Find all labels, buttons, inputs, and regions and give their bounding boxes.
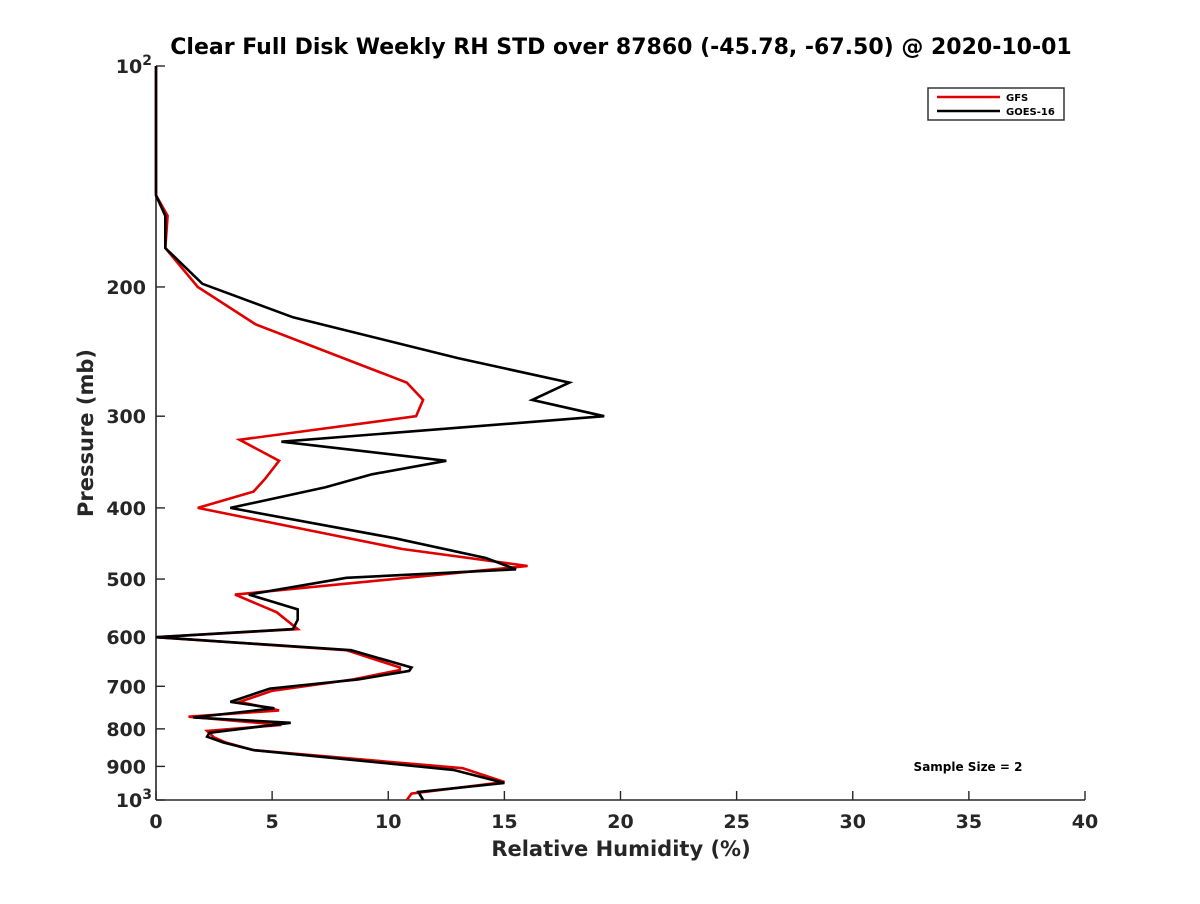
legend: GFS GOES-16	[927, 87, 1065, 121]
y-tick-label: 300	[106, 406, 146, 428]
x-tick-label: 35	[956, 811, 982, 833]
x-tick-label: 25	[723, 811, 749, 833]
y-tick-label: 200	[106, 277, 146, 299]
x-tick-label: 0	[149, 811, 162, 833]
series-line-goes-16	[154, 66, 605, 801]
x-tick-label: 30	[840, 811, 866, 833]
y-tick-label: 103	[116, 787, 152, 812]
y-axis-label: Pressure (mb)	[74, 349, 98, 517]
y-tick-label: 102	[116, 53, 152, 78]
x-tick-label: 5	[266, 811, 279, 833]
y-tick-label: 400	[106, 498, 146, 520]
y-tick-label: 800	[106, 719, 146, 741]
x-tick-label: 20	[607, 811, 633, 833]
y-tick-label: 900	[106, 756, 146, 778]
series-line-gfs	[154, 66, 528, 801]
plot-area: 0 5 10 15 20 25 30 35 40 102 200 300 400 500 600 700 800…	[106, 53, 1098, 833]
x-axis-label: Relative Humidity (%)	[491, 837, 750, 861]
y-tick-label: 600	[106, 627, 146, 649]
legend-entry-label: GFS	[1006, 93, 1028, 104]
sample-size-annotation: Sample Size = 2	[914, 760, 1023, 774]
y-tick-label: 700	[106, 676, 146, 698]
legend-entry-label: GOES-16	[1006, 107, 1055, 118]
x-tick-label: 40	[1072, 811, 1098, 833]
chart-title: Clear Full Disk Weekly RH STD over 87860…	[170, 35, 1071, 60]
y-tick-label: 500	[106, 569, 146, 591]
legend-box	[927, 87, 1065, 121]
x-tick-label: 15	[491, 811, 517, 833]
x-tick-label: 10	[375, 811, 401, 833]
